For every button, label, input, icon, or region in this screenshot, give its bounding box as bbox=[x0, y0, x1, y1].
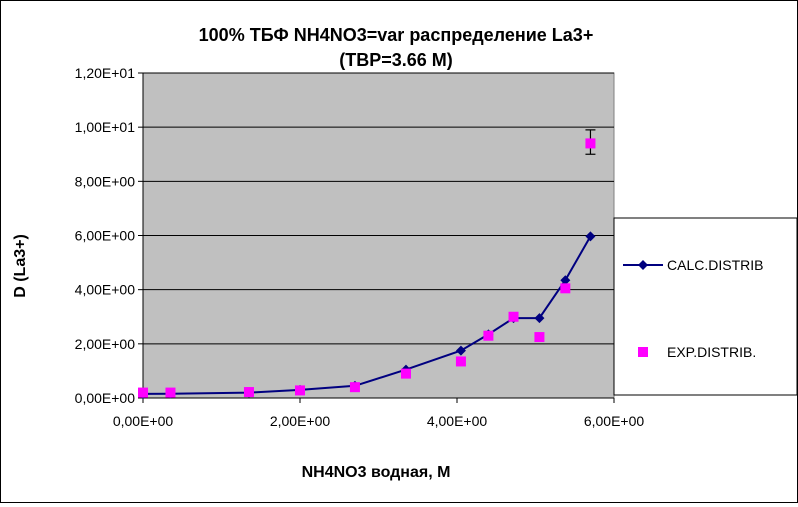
series bbox=[138, 129, 596, 399]
chart-subtitle: (TBP=3.66 M) bbox=[339, 50, 453, 70]
legend-marker-exp bbox=[638, 347, 648, 357]
chart-title: 100% ТБФ NH4NO3=var распределение La3+ bbox=[199, 25, 594, 45]
exp-distrib-point bbox=[483, 330, 494, 341]
exp-distrib-point bbox=[138, 387, 148, 398]
exp-distrib-point bbox=[349, 382, 360, 393]
y-tick-label: 0,00E+00 bbox=[75, 390, 136, 406]
y-tick-label: 8,00E+00 bbox=[75, 173, 136, 189]
x-tick-label: 6,00E+00 bbox=[584, 413, 645, 429]
y-tick-label: 1,20E+01 bbox=[75, 65, 136, 81]
exp-distrib-point bbox=[165, 387, 176, 398]
calc-distrib-point bbox=[455, 345, 466, 356]
y-tick-label: 1,00E+01 bbox=[75, 119, 136, 135]
y-tick-label: 2,00E+00 bbox=[75, 336, 136, 352]
exp-distrib-point bbox=[455, 356, 466, 367]
y-tick-label: 6,00E+00 bbox=[75, 228, 136, 244]
legend: CALC.DISTRIB EXP.DISTRIB. bbox=[613, 217, 798, 396]
legend-label-exp: EXP.DISTRIB. bbox=[667, 344, 756, 360]
exp-distrib-point bbox=[243, 387, 254, 398]
x-axis-label: NH4NO3 водная, М bbox=[302, 464, 451, 481]
grid bbox=[143, 72, 614, 345]
legend-marker-calc bbox=[638, 260, 648, 270]
calc-distrib-point bbox=[534, 313, 545, 324]
x-tick-label: 0,00E+00 bbox=[113, 413, 174, 429]
x-tick-label: 4,00E+00 bbox=[427, 413, 488, 429]
exp-distrib-point bbox=[400, 368, 411, 379]
exp-distrib-point bbox=[560, 283, 571, 294]
x-tick-label: 2,00E+00 bbox=[270, 413, 331, 429]
y-tick-label: 4,00E+00 bbox=[75, 282, 136, 298]
y-axis-label: D (La3+) bbox=[12, 234, 29, 298]
exp-distrib-point bbox=[534, 332, 545, 343]
calc-distrib-line bbox=[142, 235, 592, 395]
calc-distrib-point bbox=[585, 231, 596, 242]
exp-distrib-point bbox=[508, 311, 519, 322]
legend-label-calc: CALC.DISTRIB bbox=[667, 257, 763, 273]
exp-distrib-point bbox=[585, 138, 596, 149]
calc-distrib-point bbox=[560, 275, 571, 286]
exp-distrib-point bbox=[295, 385, 305, 396]
tick-labels: 0,00E+00 2,00E+00 4,00E+00 6,00E+00 8,00E+00… bbox=[75, 65, 645, 429]
legend-box bbox=[613, 217, 798, 396]
